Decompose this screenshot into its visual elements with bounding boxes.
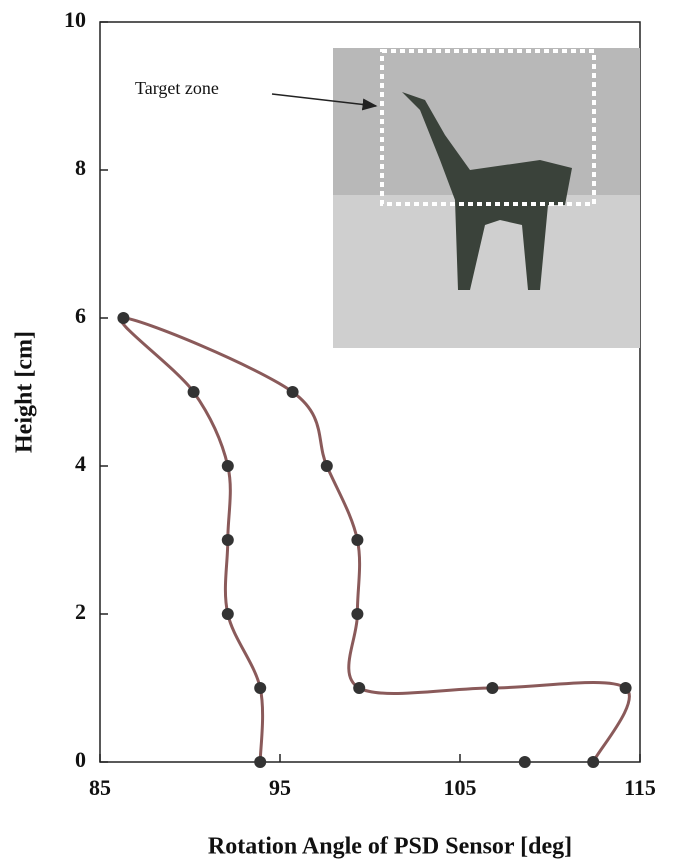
data-point (254, 682, 266, 694)
data-point (287, 386, 299, 398)
data-point (188, 386, 200, 398)
y-tick-label: 4 (75, 451, 86, 476)
curve (121, 318, 630, 762)
y-tick-label: 10 (64, 7, 86, 32)
x-tick-label: 85 (89, 775, 111, 800)
x-tick-label: 115 (624, 775, 656, 800)
chart: Target zone Rotation Angle of PSD Sensor… (0, 0, 676, 866)
x-axis-title: Rotation Angle of PSD Sensor [deg] (208, 834, 572, 860)
x-tick-label: 95 (269, 775, 291, 800)
data-point (351, 608, 363, 620)
data-point (222, 460, 234, 472)
data-point (620, 682, 632, 694)
data-point (222, 608, 234, 620)
data-point (587, 756, 599, 768)
data-point (254, 756, 266, 768)
data-point (321, 460, 333, 472)
y-tick-label: 2 (75, 599, 86, 624)
data-point (519, 756, 531, 768)
y-axis-title: Height [cm] (12, 331, 38, 453)
data-point (117, 312, 129, 324)
x-tick-label: 105 (444, 775, 477, 800)
y-tick-label: 6 (75, 303, 86, 328)
annotation: Target zone (135, 78, 219, 98)
data-point (353, 682, 365, 694)
y-tick-label: 8 (75, 155, 86, 180)
data-point (486, 682, 498, 694)
inset-photo (333, 48, 640, 348)
data-point (222, 534, 234, 546)
data-point (351, 534, 363, 546)
y-tick-label: 0 (75, 747, 86, 772)
